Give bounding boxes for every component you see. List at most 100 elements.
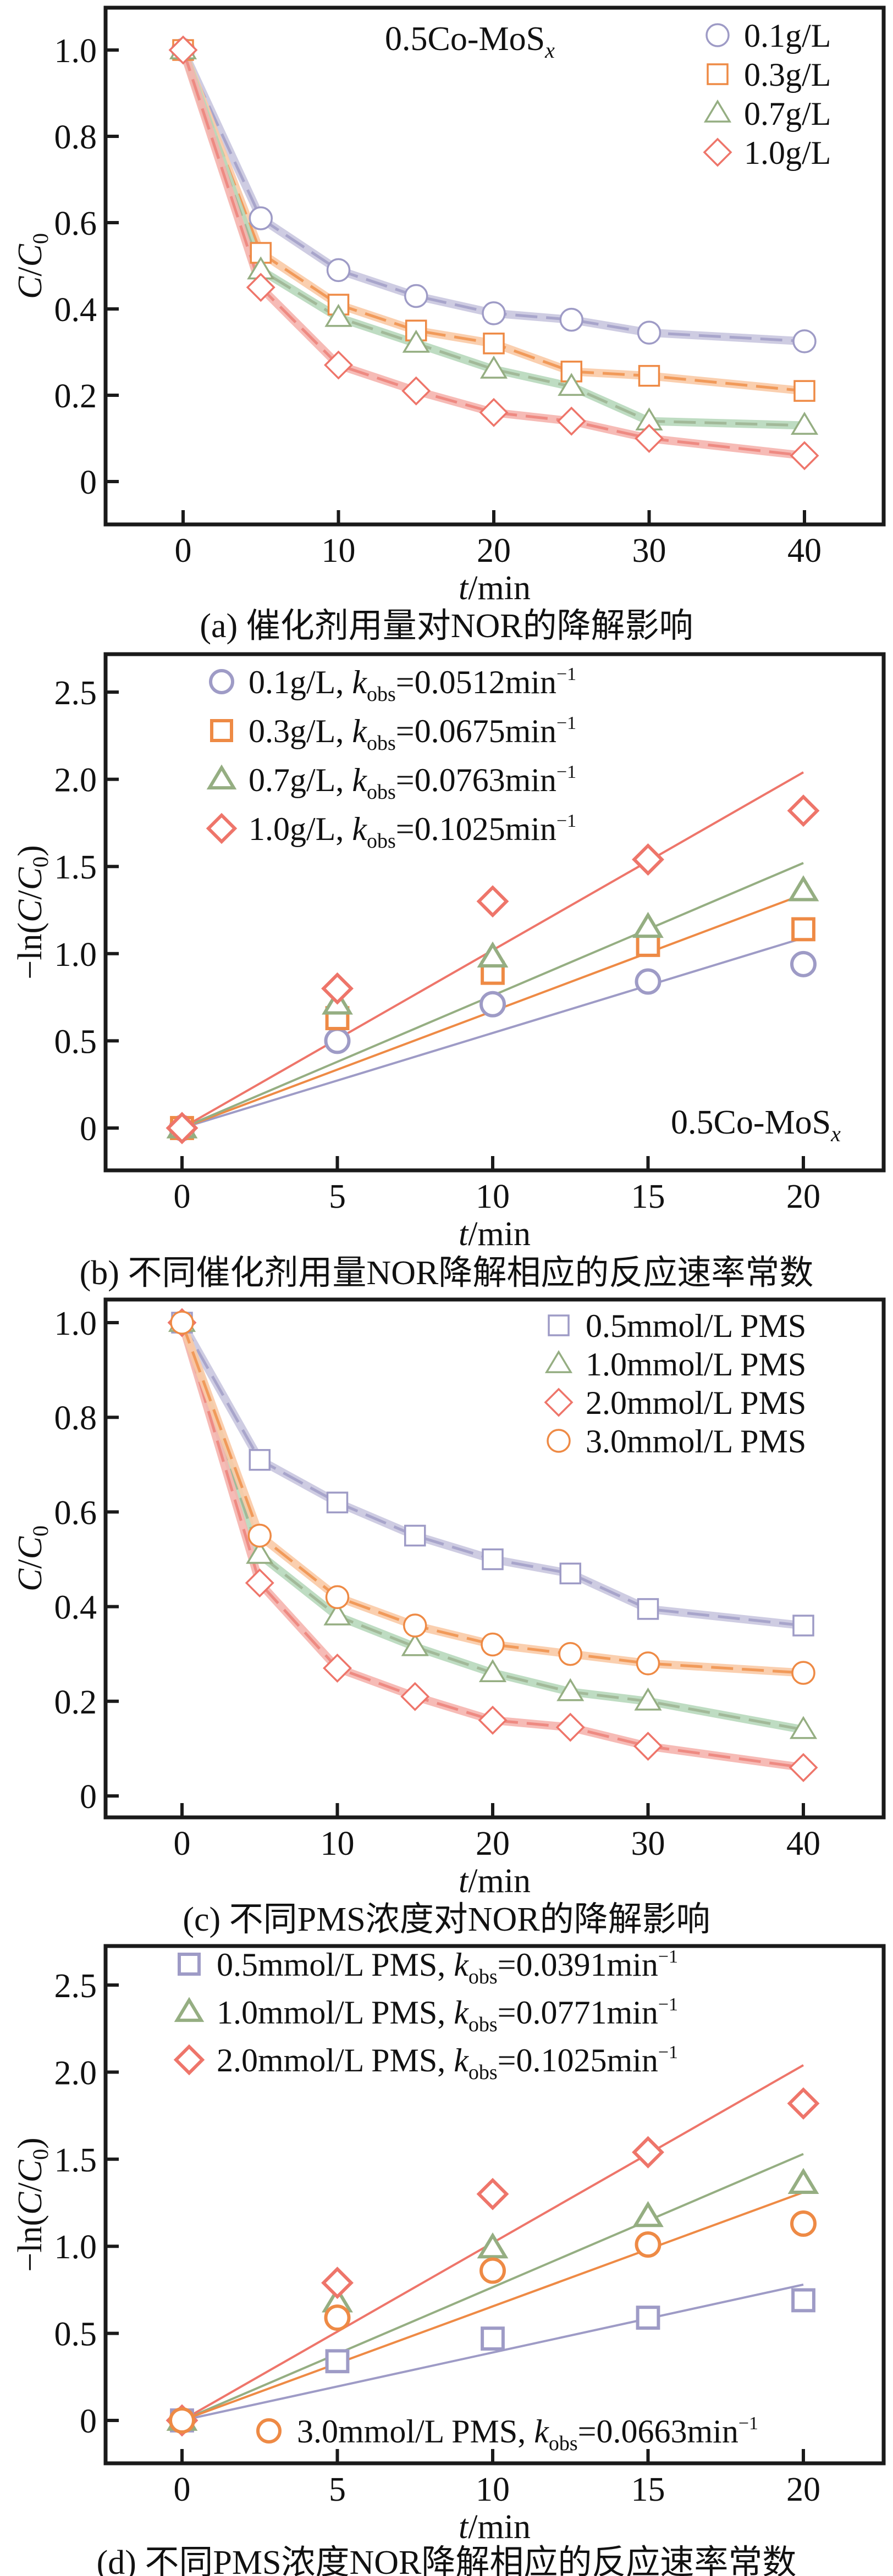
y-tick-label: 0 (80, 464, 97, 501)
legend-series-name: 1.0mmol/L PMS (217, 1994, 437, 2031)
data-point (476, 2177, 509, 2210)
legend-series-name: 1.0g/L (744, 135, 831, 171)
data-point (632, 911, 664, 938)
y-tick-label: 0 (80, 2403, 97, 2440)
x-tick-label: 10 (321, 1825, 355, 1862)
data-point (482, 301, 506, 325)
data-point (637, 320, 662, 345)
annotation-sub: x (830, 1121, 841, 1146)
legend-k: k (352, 811, 367, 847)
legend-label: 0.7g/L (744, 96, 831, 132)
y-tick-label: 0.8 (54, 1400, 97, 1437)
legend-series-name: 0.3g/L (744, 57, 831, 93)
x-tick-label: 0 (174, 1825, 191, 1862)
y-tick-label: 0.8 (54, 119, 97, 156)
data-point (326, 258, 351, 283)
y-tick-label: 1.0 (54, 1305, 97, 1342)
x-tick-label: 0 (174, 2471, 191, 2508)
legend-label: 3.0mmol/L PMS (586, 1423, 806, 1460)
y-title-sub: 0 (28, 1525, 53, 1536)
plot-frame (103, 1944, 886, 2466)
y-tick-label: 2.0 (54, 2054, 97, 2092)
data-point (633, 1732, 663, 1761)
legend-separator: , (335, 762, 352, 798)
x-tick-label: 10 (476, 1178, 510, 1215)
data-point (483, 333, 505, 355)
legend-marker (174, 1997, 205, 2022)
data-point (632, 843, 664, 876)
y-tick-label: 0 (80, 1778, 97, 1816)
legend-label: 2.0mmol/L PMS (586, 1385, 806, 1421)
data-point (169, 2407, 195, 2434)
legend-k-value: =0.1025min (498, 2042, 658, 2079)
legend-separator: , (437, 1994, 454, 2031)
x-tick-label: 20 (786, 1178, 820, 1215)
data-point (793, 380, 815, 402)
legend-series-name: 0.3g/L (249, 713, 335, 749)
y-title-slash: / (12, 2182, 49, 2192)
data-point (324, 303, 352, 327)
data-point (559, 307, 583, 332)
data-point (478, 1659, 507, 1683)
legend-k-value: =0.0675min (396, 713, 556, 749)
data-point (170, 1311, 194, 1335)
data-point (634, 1687, 662, 1711)
data-point (403, 1613, 427, 1638)
data-point (556, 406, 586, 436)
data-point (792, 329, 817, 353)
legend-label: 0.5mmol/L PMS, kobs=0.0391min−1 (217, 1947, 678, 1988)
y-title-slash: / (12, 1559, 49, 1569)
legend-marker (256, 2418, 282, 2444)
data-point (477, 941, 509, 968)
y-title-sub: 0 (28, 856, 53, 867)
legend-separator: , (437, 1947, 454, 1983)
legend-k: k (454, 1994, 469, 2031)
legend-marker (707, 63, 729, 85)
data-point (636, 1651, 660, 1676)
data-point (479, 991, 506, 1018)
data-point (632, 2136, 664, 2169)
x-tick-label: 0 (175, 532, 192, 570)
x-axis-title: t/min (459, 570, 531, 607)
fit-line-1.0mmol/L PMS (181, 2153, 804, 2422)
legend-k-subscript: obs (468, 2013, 498, 2036)
panel-caption: (b) 不同催化剂用量NOR降解相应的反应速率常数 (80, 1254, 814, 1292)
data-point (791, 2288, 815, 2313)
legend-marker (705, 23, 730, 47)
data-point (168, 35, 198, 65)
x-tick-label: 30 (632, 532, 666, 570)
legend-k: k (352, 762, 367, 798)
data-point (401, 376, 431, 406)
legend-label: 1.0mmol/L PMS, kobs=0.0771min−1 (217, 1994, 678, 2036)
data-point (401, 1633, 429, 1656)
y-axis-title: −ln(C/C0) (12, 845, 53, 979)
x-tick-label: 20 (477, 532, 511, 570)
annotation-main: 0.5Co-MoS (385, 20, 545, 58)
data-point (790, 411, 819, 435)
legend-label: 2.0mmol/L PMS, kobs=0.1025min−1 (217, 2042, 678, 2084)
legend-k-value: =0.0512min (396, 664, 556, 700)
catalyst-annotation: 0.5Co-MoSx (671, 1104, 841, 1146)
legend-marker (178, 1953, 201, 1976)
x-tick-label: 15 (631, 1178, 665, 1215)
x-tick-label: 10 (476, 2471, 510, 2508)
legend-series-name: 1.0g/L (249, 811, 335, 847)
data-point (556, 1678, 585, 1701)
y-title-slash: / (12, 267, 49, 277)
legend-label: 0.1g/L (744, 18, 831, 54)
data-point (479, 397, 509, 427)
fit-line-0.5mmol/L PMS (181, 2283, 804, 2422)
y-title-c0: C (12, 1536, 49, 1559)
x-axis-title-unit: /min (468, 1862, 531, 1900)
legend-k: k (352, 713, 367, 749)
x-tick-label: 15 (631, 2471, 665, 2508)
legend-k: k (352, 664, 367, 700)
legend-marker (206, 764, 237, 790)
legend-k-subscript: obs (367, 683, 396, 706)
legend-marker (547, 1429, 571, 1453)
x-tick-label: 30 (631, 1825, 665, 1862)
series-line-3.0mmol/L PMS (180, 1322, 804, 1674)
data-point (324, 1027, 351, 1054)
